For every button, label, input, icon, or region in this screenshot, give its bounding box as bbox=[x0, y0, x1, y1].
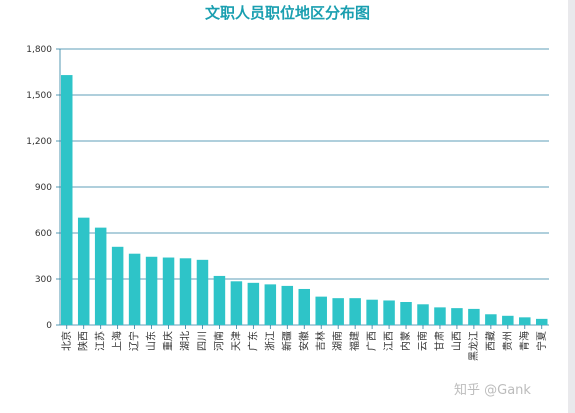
x-tick-label: 辽宁 bbox=[128, 331, 141, 351]
x-tick-label: 新疆 bbox=[280, 331, 293, 351]
bar bbox=[417, 304, 429, 325]
bar bbox=[179, 258, 192, 325]
x-tick-label: 北京 bbox=[60, 331, 73, 351]
x-tick-label: 上海 bbox=[111, 331, 124, 351]
y-tick-label: 1,800 bbox=[26, 45, 52, 55]
x-tick-label: 江苏 bbox=[94, 331, 107, 351]
bar bbox=[196, 259, 209, 325]
x-tick-label: 四川 bbox=[197, 331, 208, 351]
bar bbox=[383, 300, 395, 325]
x-axis-labels: 北京 陕西 江苏 上海 辽宁 山东 重庆 湖北 四川 河南 天津 广东 浙江 新疆 安徽 吉林 湖南 福建 广西 江西… bbox=[60, 325, 548, 361]
bar bbox=[315, 296, 327, 325]
x-tick-label: 重庆 bbox=[162, 331, 175, 351]
bar bbox=[111, 246, 124, 325]
x-tick-label: 陕西 bbox=[77, 331, 90, 351]
bar bbox=[451, 308, 463, 325]
x-tick-label: 青海 bbox=[518, 331, 531, 351]
bar bbox=[247, 282, 260, 325]
x-tick-label: 贵州 bbox=[501, 331, 514, 351]
x-tick-label: 福建 bbox=[348, 331, 361, 351]
bar bbox=[281, 285, 294, 325]
bar bbox=[468, 308, 480, 325]
y-tick-label: 600 bbox=[35, 229, 52, 239]
x-tick-label: 甘肃 bbox=[433, 331, 446, 351]
bar bbox=[213, 275, 226, 325]
bar bbox=[400, 302, 412, 325]
y-tick-label: 0 bbox=[46, 321, 52, 331]
chart-title: 文职人员职位地区分布图 bbox=[204, 4, 370, 22]
x-tick-label: 广东 bbox=[246, 331, 259, 351]
y-axis-ticks: 0 300 600 900 1,200 1,500 1,800 bbox=[26, 45, 52, 331]
x-tick-label: 河南 bbox=[212, 331, 225, 351]
page-edge bbox=[568, 0, 575, 413]
bar bbox=[519, 317, 531, 325]
bar bbox=[332, 298, 344, 325]
bar bbox=[366, 299, 378, 325]
bar bbox=[502, 315, 514, 325]
x-tick-label: 山西 bbox=[451, 331, 463, 351]
bar bbox=[145, 256, 158, 325]
x-tick-label: 广西 bbox=[366, 331, 378, 351]
bar bbox=[94, 227, 107, 325]
x-tick-label: 湖南 bbox=[331, 331, 344, 351]
bar bbox=[128, 253, 141, 325]
bar bbox=[485, 314, 497, 325]
x-tick-label: 浙江 bbox=[264, 331, 276, 351]
bar bbox=[264, 284, 277, 325]
y-tick-label: 1,500 bbox=[26, 91, 52, 101]
bar bbox=[536, 318, 548, 325]
x-tick-label: 湖北 bbox=[180, 331, 192, 351]
bar bbox=[61, 75, 73, 325]
x-tick-label: 天津 bbox=[230, 331, 242, 351]
x-tick-label: 江西 bbox=[383, 331, 395, 351]
bar bbox=[230, 281, 243, 325]
bar bbox=[162, 257, 175, 325]
x-tick-label: 云南 bbox=[416, 331, 429, 351]
x-tick-label: 安徽 bbox=[297, 331, 310, 351]
bar bbox=[349, 298, 361, 325]
x-tick-label: 宁夏 bbox=[535, 331, 548, 351]
bar bbox=[77, 217, 90, 325]
bar bbox=[298, 288, 310, 325]
bar bbox=[434, 307, 446, 325]
watermark-text: 知乎 @Gank bbox=[454, 383, 531, 398]
y-tick-label: 300 bbox=[35, 275, 52, 285]
x-tick-label: 内蒙 bbox=[399, 331, 412, 351]
x-tick-label: 吉林 bbox=[314, 331, 327, 351]
y-tick-label: 900 bbox=[35, 183, 52, 193]
x-tick-label: 黑龙江 bbox=[467, 331, 480, 361]
y-tick-label: 1,200 bbox=[26, 137, 52, 147]
x-tick-label: 西藏 bbox=[485, 331, 497, 351]
bars bbox=[61, 75, 548, 325]
x-tick-label: 山东 bbox=[145, 331, 158, 351]
